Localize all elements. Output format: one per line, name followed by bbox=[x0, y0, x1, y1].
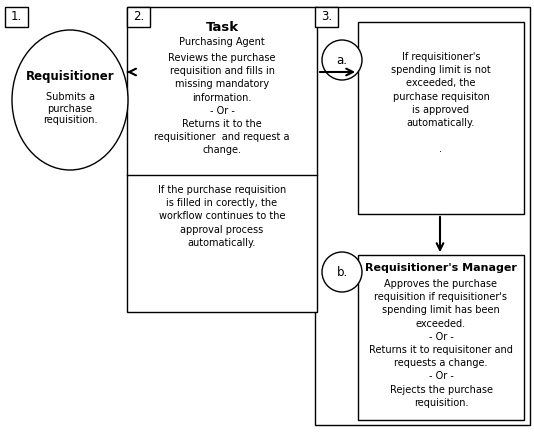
Text: Requisitioner: Requisitioner bbox=[26, 70, 114, 83]
Text: 1.: 1. bbox=[11, 10, 22, 23]
Bar bbox=[358, 255, 524, 420]
Text: Submits a
purchase
requisition.: Submits a purchase requisition. bbox=[43, 92, 97, 125]
Bar bbox=[315, 7, 530, 425]
Text: 3.: 3. bbox=[321, 10, 332, 23]
Text: a.: a. bbox=[336, 54, 348, 67]
Text: Requisitioner's Manager: Requisitioner's Manager bbox=[365, 263, 517, 273]
Bar bbox=[127, 7, 317, 312]
Bar bbox=[5, 7, 28, 27]
Text: b.: b. bbox=[336, 265, 348, 278]
Text: Approves the purchase
requisition if requisitioner's
spending limit has been
exc: Approves the purchase requisition if req… bbox=[369, 279, 513, 408]
Text: If requisitioner's
spending limit is not
exceeded, the
purchase requisiton
is ap: If requisitioner's spending limit is not… bbox=[391, 52, 491, 155]
Bar bbox=[127, 7, 150, 27]
Circle shape bbox=[322, 40, 362, 80]
Text: Purchasing Agent: Purchasing Agent bbox=[179, 37, 265, 47]
Bar bbox=[315, 7, 338, 27]
Ellipse shape bbox=[12, 30, 128, 170]
Text: If the purchase requisition
is filled in corectly, the
workflow continues to the: If the purchase requisition is filled in… bbox=[158, 185, 286, 248]
Text: Task: Task bbox=[206, 21, 239, 34]
Circle shape bbox=[322, 252, 362, 292]
Bar bbox=[358, 22, 524, 214]
Text: 2.: 2. bbox=[133, 10, 144, 23]
Text: Reviews the purchase
requisition and fills in
missing mandatory
information.
- O: Reviews the purchase requisition and fil… bbox=[154, 53, 290, 155]
